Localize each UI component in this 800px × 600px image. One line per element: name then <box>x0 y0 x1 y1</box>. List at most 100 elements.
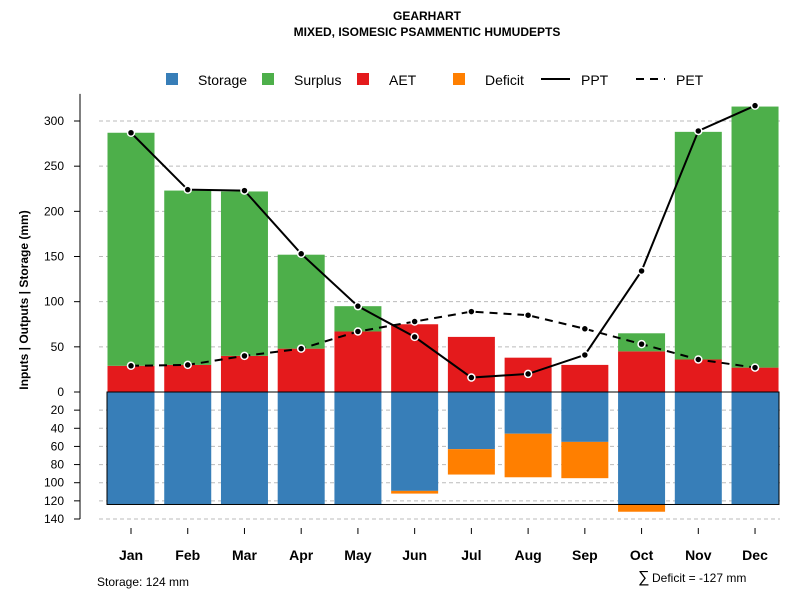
surplus-bar <box>277 254 325 349</box>
storage-bar <box>618 392 666 505</box>
ppt-point <box>126 128 136 138</box>
surplus-bar <box>220 191 268 356</box>
legend-label: PPT <box>581 72 609 88</box>
y-tick-label: 150 <box>44 250 64 264</box>
storage-bar <box>731 392 779 505</box>
y-tick-label: 140 <box>44 512 64 526</box>
storage-bar <box>164 392 212 505</box>
aet-bar <box>107 365 155 392</box>
ppt-point <box>467 373 476 382</box>
y-tick-label: 60 <box>51 439 65 453</box>
storage-bar <box>504 392 552 434</box>
month-label: Jul <box>461 547 481 563</box>
y-tick-label: 100 <box>44 295 64 309</box>
storage-bar <box>561 392 609 442</box>
y-tick-label: 40 <box>51 421 65 435</box>
pet-point <box>523 310 533 320</box>
month-label: Feb <box>175 547 200 563</box>
storage-bar <box>220 392 268 505</box>
surplus-bar <box>674 131 722 360</box>
legend-swatch <box>166 73 178 85</box>
surplus-bar <box>107 132 155 366</box>
bars <box>106 106 780 512</box>
legend-item-pet: PET <box>636 72 704 88</box>
pet-point <box>240 351 249 361</box>
legend: Storage Surplus AET Deficit PPT PET <box>166 72 704 88</box>
legend-item-surplus: Surplus <box>262 72 341 88</box>
y-tick-label: 120 <box>44 494 64 508</box>
pet-line <box>130 310 756 369</box>
aet-bar <box>164 364 212 392</box>
aet-bar <box>277 348 325 392</box>
pet-point <box>410 317 419 326</box>
ppt-point <box>750 101 760 110</box>
month-label: Jan <box>119 547 143 563</box>
legend-label: Surplus <box>294 72 341 88</box>
legend-swatch <box>453 73 465 85</box>
legend-label: Storage <box>198 72 247 88</box>
y-tick-label: 250 <box>44 159 64 173</box>
pet-point <box>467 307 476 316</box>
pet-point <box>183 360 192 370</box>
ppt-point <box>580 350 590 360</box>
chart-title: GEARHART <box>393 9 462 23</box>
aet-bar <box>561 364 609 392</box>
ppt-point <box>637 266 646 276</box>
y-tick-label: 100 <box>44 476 64 490</box>
legend-item-storage: Storage <box>166 72 247 88</box>
ppt-point <box>694 126 703 136</box>
lines <box>126 101 760 382</box>
ppt-point <box>523 369 533 379</box>
storage-bar <box>674 392 722 505</box>
month-label: Oct <box>630 547 654 563</box>
ppt-point <box>183 185 192 194</box>
deficit-bar <box>561 441 609 479</box>
ppt-point <box>296 249 306 259</box>
pet-point <box>637 339 646 349</box>
storage-bar <box>107 392 155 505</box>
storage-bar <box>447 392 495 450</box>
month-label: Aug <box>515 547 542 563</box>
legend-item-ppt: PPT <box>541 72 609 88</box>
deficit-bar <box>504 433 552 478</box>
legend-label: Deficit <box>485 72 524 88</box>
y-tick-label: 0 <box>57 385 64 399</box>
ppt-point <box>410 332 419 342</box>
gridlines <box>99 120 780 520</box>
month-label: Dec <box>742 547 768 563</box>
chart-subtitle: MIXED, ISOMESIC PSAMMENTIC HUMUDEPTS <box>294 25 561 39</box>
storage-capacity-box <box>106 391 780 505</box>
surplus-bar <box>731 106 779 368</box>
storage-bar <box>334 392 382 505</box>
legend-label: AET <box>389 72 417 88</box>
ppt-point <box>353 301 363 311</box>
deficit-bar <box>447 449 495 475</box>
storage-bar <box>391 392 439 491</box>
pet-point <box>580 324 590 334</box>
legend-item-deficit: Deficit <box>453 72 524 88</box>
pet-point <box>126 361 136 371</box>
legend-swatch <box>262 73 274 85</box>
axes: 0 50 100 150 200 250 300 20 40 60 80 100 120 140 Jan Fe… <box>44 93 768 563</box>
aet-bar <box>220 355 268 392</box>
ppt-point <box>240 186 249 195</box>
y-tick-label: 200 <box>44 204 64 218</box>
pet-point <box>750 363 760 372</box>
deficit-sum-label: Deficit = -127 mm <box>652 571 746 585</box>
legend-label: PET <box>676 72 704 88</box>
month-label: Apr <box>289 547 314 563</box>
legend-swatch <box>357 73 369 85</box>
y-axis-title: Inputs | Outputs | Storage (mm) <box>17 210 31 389</box>
pet-point <box>296 344 306 353</box>
aet-bar <box>447 336 495 392</box>
y-tick-label: 20 <box>51 403 65 417</box>
storage-capacity-label: Storage: 124 mm <box>97 575 189 589</box>
y-tick-label: 300 <box>44 114 64 128</box>
aet-bar <box>674 359 722 392</box>
month-label: Sep <box>572 547 598 563</box>
legend-item-aet: AET <box>357 72 417 88</box>
month-label: Mar <box>232 547 257 563</box>
pet-point <box>353 327 363 336</box>
surplus-bar <box>164 190 212 365</box>
